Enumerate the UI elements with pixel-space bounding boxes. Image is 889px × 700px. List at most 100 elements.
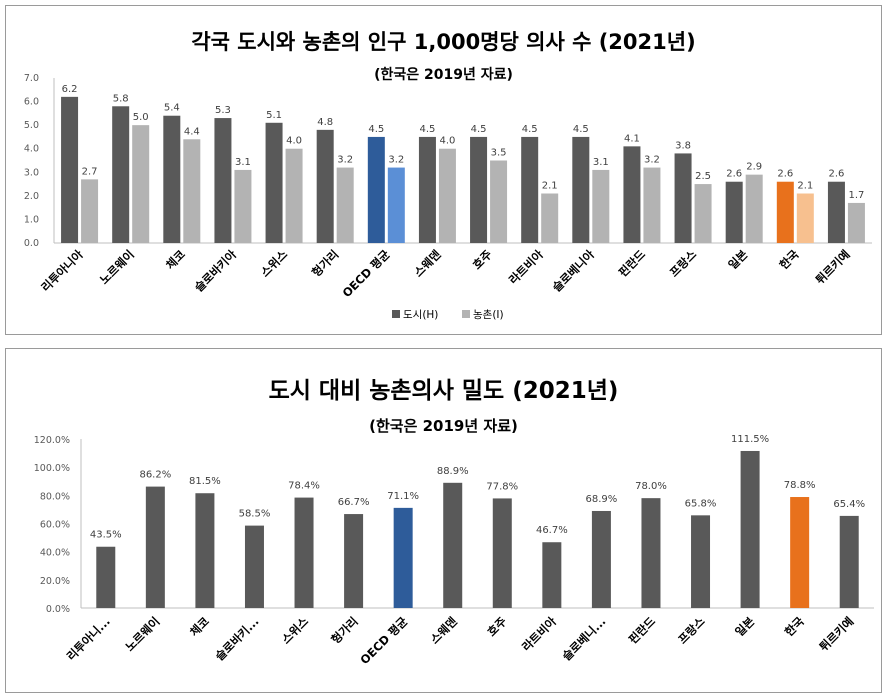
- rural-value-label: 5.0: [133, 112, 149, 123]
- rural-value-label: 3.2: [388, 155, 404, 166]
- ratio-value-label: 58.5%: [239, 509, 271, 520]
- urban-bar: [367, 136, 385, 243]
- urban-bar: [776, 181, 794, 243]
- ratio-value-label: 86.2%: [139, 470, 171, 481]
- ratio-bar: [641, 498, 661, 608]
- rural-value-label: 3.2: [644, 155, 660, 166]
- category-label: OECD 평균: [340, 247, 393, 300]
- legend-urban-label: 도시(H): [403, 309, 438, 321]
- rural-bar: [285, 148, 303, 243]
- category-label: 리투아니...: [64, 614, 113, 663]
- legend-rural-swatch: [462, 310, 470, 318]
- ratio-bar: [591, 510, 611, 608]
- ratio-bar: [294, 497, 314, 608]
- rural-value-label: 2.9: [746, 162, 762, 173]
- chart2-title: 도시 대비 농촌의사 밀도 (2021년): [268, 378, 619, 404]
- urban-value-label: 6.2: [62, 84, 78, 95]
- rural-bar: [81, 179, 99, 243]
- chart2-subtitle: (한국은 2019년 자료): [369, 417, 518, 435]
- rural-value-label: 1.7: [848, 190, 864, 201]
- rural-density-ratio-chart: 도시 대비 농촌의사 밀도 (2021년) (한국은 2019년 자료) 0.0…: [5, 348, 882, 693]
- ratio-bar: [839, 515, 859, 608]
- ratio-bar: [96, 546, 116, 608]
- category-label: 일본: [732, 614, 757, 639]
- category-label: 헝가리: [328, 614, 360, 646]
- urban-bar: [470, 136, 488, 243]
- y-tick-label: 0.0%: [46, 604, 70, 615]
- category-label: 스웨덴: [411, 247, 443, 279]
- category-label: 튀르키예: [817, 614, 857, 654]
- rural-bar: [694, 184, 712, 243]
- urban-value-label: 2.6: [828, 169, 844, 180]
- rural-value-label: 3.1: [235, 157, 251, 168]
- rural-value-label: 4.4: [184, 126, 200, 137]
- ratio-value-label: 78.0%: [635, 481, 667, 492]
- ratio-value-label: 65.4%: [833, 499, 865, 510]
- y-tick-label: 40.0%: [40, 548, 70, 559]
- urban-bar: [265, 122, 283, 243]
- y-tick-label: 7.0: [24, 73, 39, 84]
- ratio-value-label: 66.7%: [338, 497, 370, 508]
- urban-bar: [521, 136, 539, 243]
- ratio-bar: [691, 515, 711, 608]
- urban-value-label: 4.5: [419, 124, 435, 135]
- rural-value-label: 3.2: [337, 155, 353, 166]
- category-label: 슬로베니아: [550, 247, 598, 295]
- rural-bar: [183, 139, 201, 243]
- chart1-title: 각국 도시와 농촌의 인구 1,000명당 의사 수 (2021년): [191, 30, 696, 54]
- category-label: 호주: [470, 247, 495, 272]
- ratio-bar: [344, 514, 364, 608]
- rural-bar: [796, 193, 814, 243]
- category-label: 슬로바키...: [212, 614, 261, 663]
- y-tick-label: 120.0%: [34, 435, 70, 446]
- rural-bar: [847, 202, 865, 243]
- urban-rural-doctors-chart: 각국 도시와 농촌의 인구 1,000명당 의사 수 (2021년) (한국은 …: [5, 5, 882, 335]
- rural-value-label: 4.0: [439, 136, 455, 147]
- y-tick-label: 60.0%: [40, 520, 70, 531]
- category-label: 체코: [187, 614, 212, 639]
- category-label: 스웨덴: [427, 614, 459, 646]
- y-tick-label: 100.0%: [34, 463, 70, 474]
- urban-bar: [725, 181, 743, 243]
- ratio-bar: [244, 525, 264, 608]
- chart1-plot: 0.0 1.0 2.0 3.0 4.0 5.0 6.0 7.0 6.2 2.7 리투아니아 5.8 5.…: [24, 73, 872, 321]
- category-label: 호주: [485, 614, 510, 639]
- ratio-value-label: 46.7%: [536, 525, 568, 536]
- urban-value-label: 5.3: [215, 105, 231, 116]
- urban-bar: [163, 115, 181, 243]
- category-label: 라트비아: [506, 247, 546, 287]
- y-tick-label: 0.0: [24, 238, 39, 249]
- ratio-bar: [443, 482, 463, 608]
- category-label: 라트비아: [519, 614, 559, 654]
- legend-urban-swatch: [392, 310, 400, 318]
- ratio-value-label: 78.4%: [288, 481, 320, 492]
- ratio-value-label: 111.5%: [731, 434, 769, 445]
- y-tick-label: 20.0%: [40, 576, 70, 587]
- urban-value-label: 5.8: [113, 93, 129, 104]
- category-label: 스위스: [279, 614, 312, 647]
- urban-value-label: 5.1: [266, 110, 282, 121]
- ratio-bar: [393, 507, 413, 608]
- rural-value-label: 2.5: [695, 171, 711, 182]
- category-label: 리투아니아: [38, 247, 86, 295]
- y-tick-label: 5.0: [24, 120, 39, 131]
- rural-value-label: 2.1: [797, 181, 813, 192]
- urban-bar: [623, 146, 641, 243]
- category-label: 일본: [725, 247, 750, 272]
- category-label: 슬로베니...: [559, 614, 608, 663]
- rural-value-label: 3.1: [593, 157, 609, 168]
- urban-bar: [674, 153, 692, 243]
- ratio-value-label: 68.9%: [586, 494, 618, 505]
- rural-bar: [592, 169, 610, 243]
- category-label: 슬로바키아: [192, 247, 240, 295]
- rural-value-label: 2.1: [542, 181, 558, 192]
- ratio-bar: [492, 498, 512, 608]
- rural-bar: [438, 148, 456, 243]
- ratio-value-label: 81.5%: [189, 476, 221, 487]
- y-tick-label: 6.0: [24, 97, 39, 108]
- legend-rural-label: 농촌(I): [473, 309, 504, 321]
- urban-value-label: 2.6: [726, 169, 742, 180]
- urban-bar: [572, 136, 590, 243]
- rural-value-label: 2.7: [82, 166, 98, 177]
- ratio-value-label: 88.9%: [437, 466, 469, 477]
